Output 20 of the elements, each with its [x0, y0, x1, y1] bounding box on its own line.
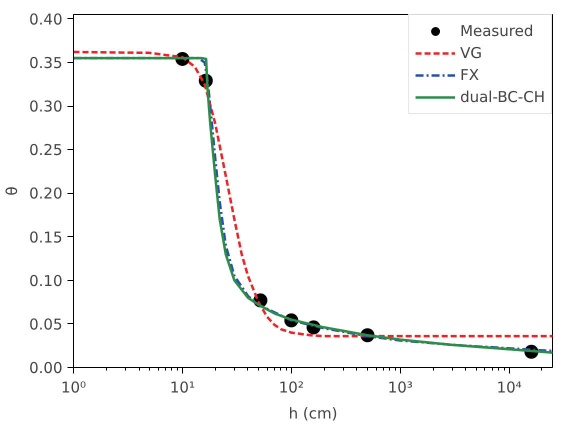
x-axis-title: h (cm): [288, 404, 338, 422]
legend-label: dual-BC-CH: [460, 88, 545, 106]
y-tick-label: 0.10: [29, 272, 63, 290]
y-tick-label: 0.00: [29, 359, 63, 377]
y-tick-label: 0.40: [29, 10, 63, 28]
legend-label: Measured: [460, 22, 534, 40]
y-axis-title: θ: [3, 186, 22, 196]
x-tick-label: 10²: [278, 378, 304, 396]
legend-label: VG: [460, 44, 482, 62]
y-tick-label: 0.15: [29, 228, 63, 246]
y-tick-label: 0.30: [29, 98, 63, 116]
y-tick-label: 0.05: [29, 315, 63, 334]
y-tick-label: 0.20: [29, 184, 63, 203]
y-tick-label: 0.35: [29, 54, 63, 72]
legend-label: FX: [460, 66, 480, 84]
y-tick-label: 0.25: [29, 141, 63, 160]
x-tick-label: 10⁴: [496, 378, 522, 396]
x-tick-label: 10⁰: [60, 378, 86, 396]
x-tick-label: 10¹: [170, 378, 195, 396]
x-tick-label: 10³: [388, 378, 413, 396]
